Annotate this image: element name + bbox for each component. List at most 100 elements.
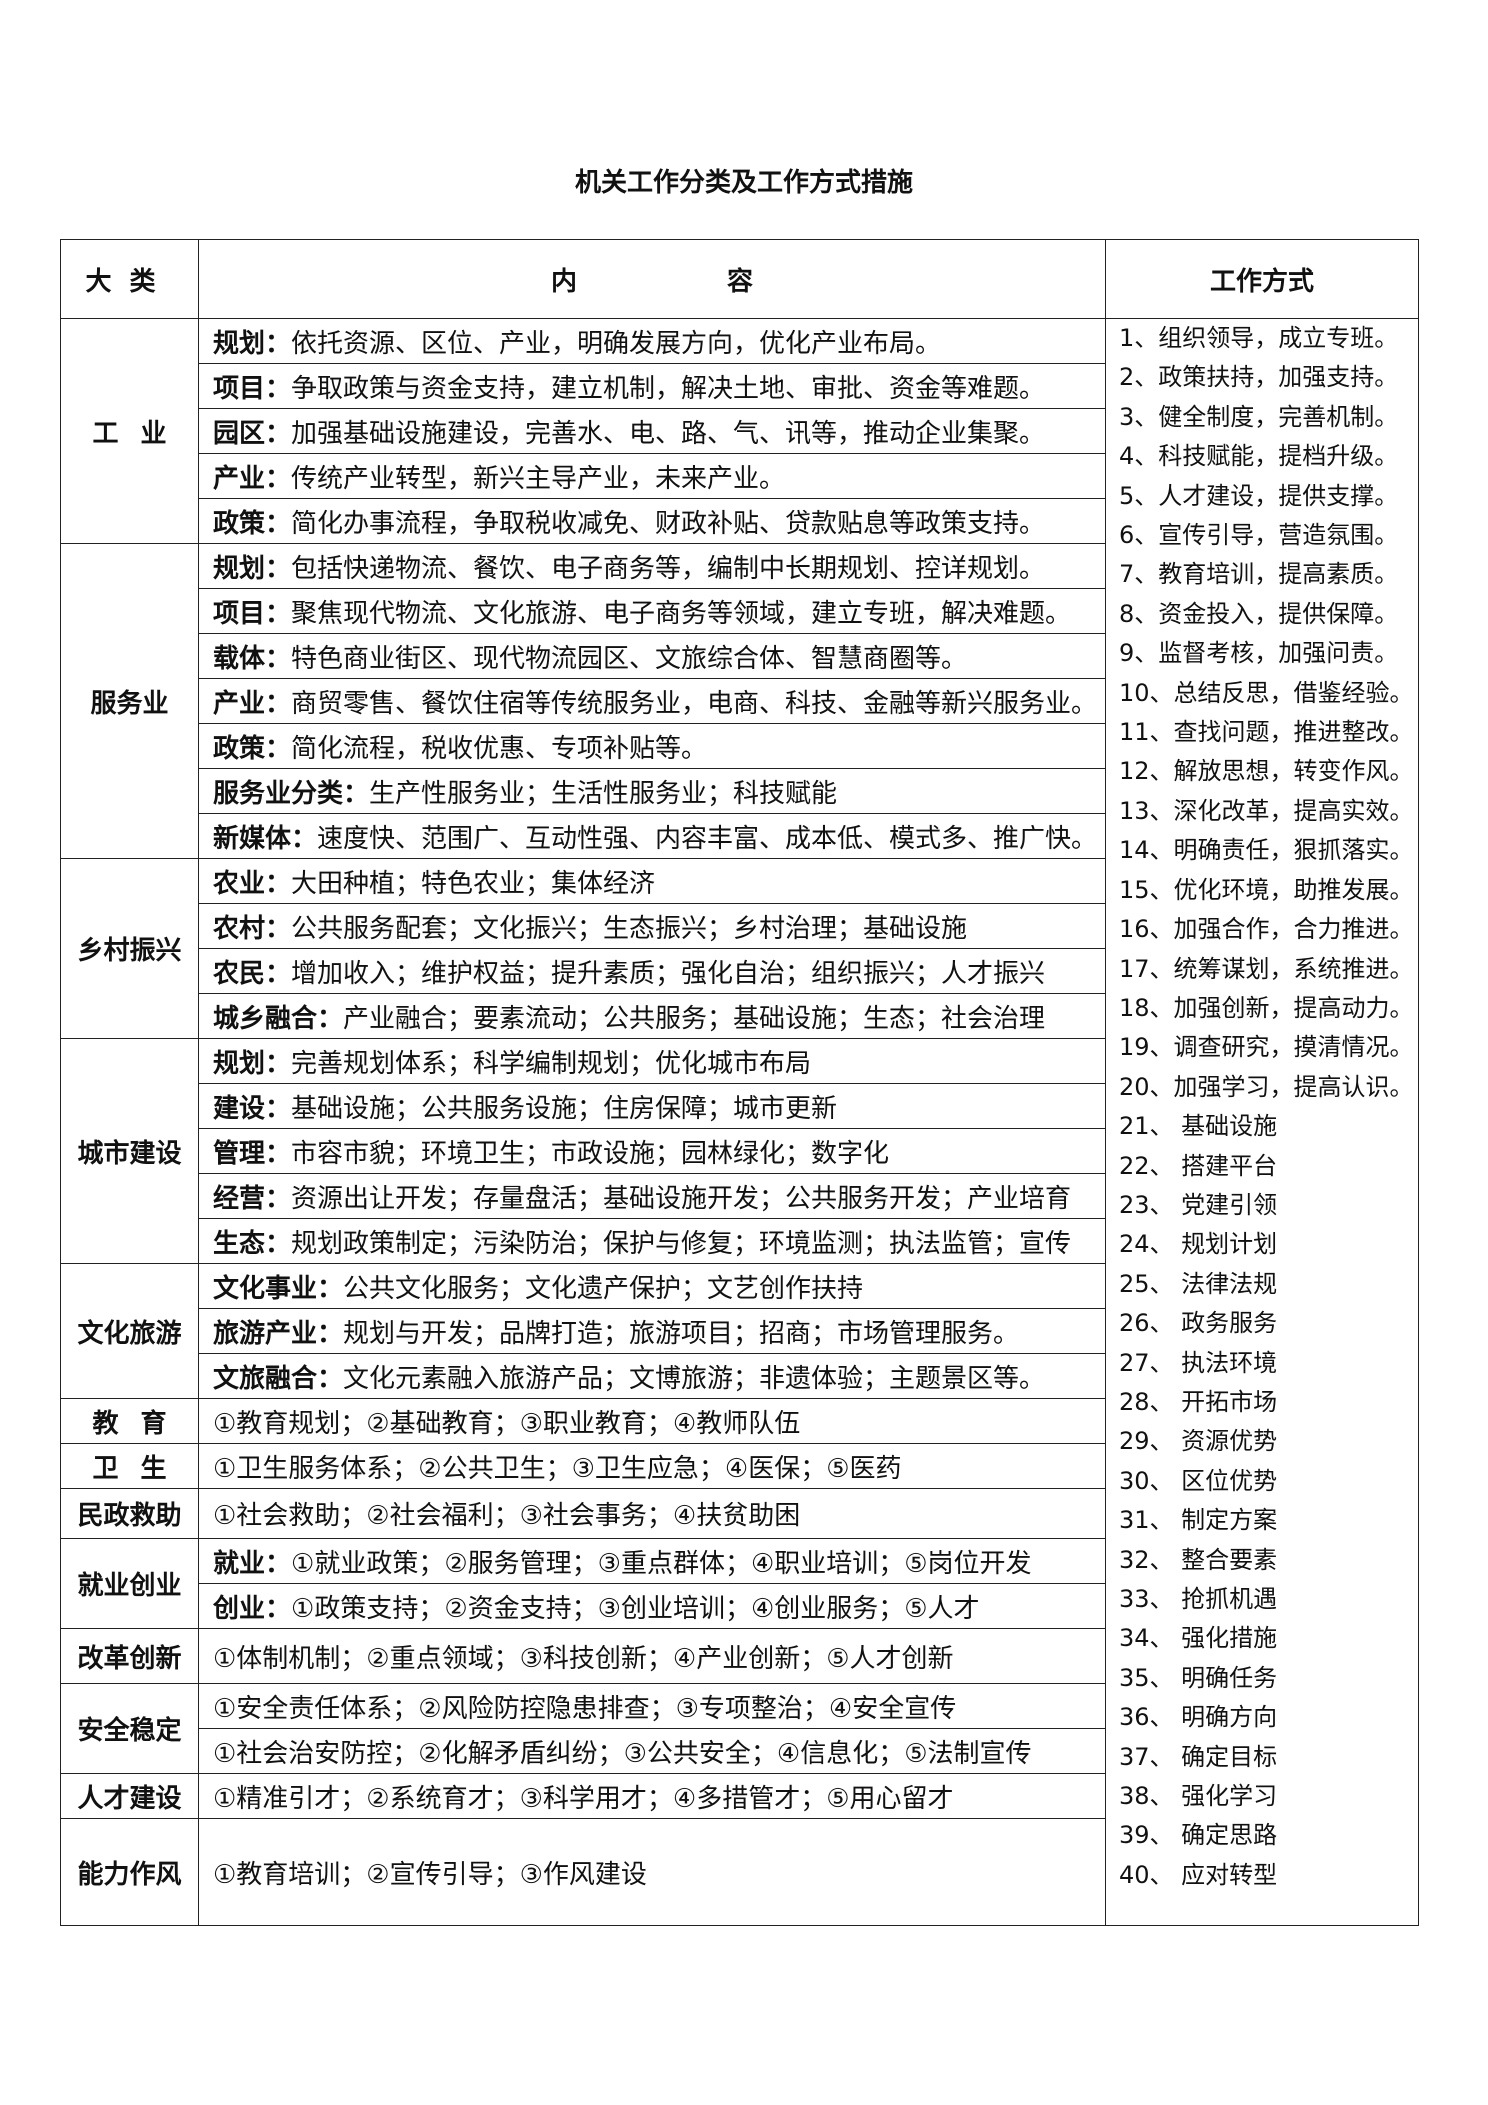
category-cell: 就业创业 xyxy=(60,1538,199,1629)
content-cell: 规划：依托资源、区位、产业，明确发展方向，优化产业布局。 xyxy=(198,318,1106,364)
method-item: 25、 法律法规 xyxy=(1119,1269,1278,1298)
method-item: 33、 抢抓机遇 xyxy=(1119,1585,1278,1613)
content-text: 简化流程，税收优惠、专项补贴等。 xyxy=(291,733,708,764)
content-label: 产业： xyxy=(213,688,292,719)
content-label: 文旅融合： xyxy=(213,1363,344,1394)
content-label: 经营： xyxy=(213,1183,292,1214)
content-cell: 项目：聚焦现代物流、文化旅游、电子商务等领域，建立专班，解决难题。 xyxy=(198,588,1106,634)
content-label: 农业： xyxy=(213,868,292,899)
category-cell: 城市建设 xyxy=(60,1038,199,1264)
method-item: 26、 政务服务 xyxy=(1119,1309,1278,1338)
methods-cell: 1、组织领导，成立专班。 2、政策扶持，加强支持。 3、健全制度，完善机制。 4、科技… xyxy=(1105,318,1419,1926)
content-cell: 项目：争取政策与资金支持，建立机制，解决土地、审批、资金等难题。 xyxy=(198,363,1106,409)
method-item: 30、 区位优势 xyxy=(1119,1466,1278,1495)
content-text: 加强基础设施建设，完善水、电、路、气、讯等，推动企业集聚。 xyxy=(291,418,1046,449)
content-cell: 农业：大田种植；特色农业；集体经济 xyxy=(198,858,1106,904)
category-cell: 人才建设 xyxy=(60,1773,199,1819)
content-text: 聚焦现代物流、文化旅游、电子商务等领域，建立专班，解决难题。 xyxy=(291,598,1072,629)
method-item: 35、 明确任务 xyxy=(1119,1663,1278,1692)
table-row: 就业创业 就业：①就业政策；②服务管理；③重点群体；④职业培训；⑤岗位开发 xyxy=(60,1538,1419,1629)
method-item: 18、加强创新，提高动力。 xyxy=(1119,993,1414,1022)
table-row: 文化旅游 文化事业：公共文化服务；文化遗产保护；文艺创作扶持 xyxy=(60,1263,1419,1399)
content-label: 项目： xyxy=(213,598,292,629)
method-item: 22、 搭建平台 xyxy=(1119,1151,1278,1180)
method-item: 6、宣传引导，营造氛围。 xyxy=(1119,521,1399,550)
category-cell: 卫生 xyxy=(60,1443,199,1489)
method-item: 38、 强化学习 xyxy=(1119,1782,1278,1811)
table-row: 产业：商贸零售、餐饮住宿等传统服务业，电商、科技、金融等新兴服务业。 xyxy=(61,678,1419,724)
content-text: 基础设施；公共服务设施；住房保障；城市更新 xyxy=(291,1093,838,1124)
content-cell: 产业：传统产业转型，新兴主导产业，未来产业。 xyxy=(198,453,1106,499)
table-row: ①社会治安防控；②化解矛盾纠纷；③公共安全；④信息化；⑤法制宣传 xyxy=(61,1728,1419,1774)
content-text: ①社会治安防控；②化解矛盾纠纷；③公共安全；④信息化；⑤法制宣传 xyxy=(213,1738,1032,1769)
content-cell: 规划：包括快递物流、餐饮、电子商务等，编制中长期规划、控详规划。 xyxy=(198,543,1106,589)
category-cell: 文化旅游 xyxy=(60,1263,199,1399)
content-cell: 政策：简化流程，税收优惠、专项补贴等。 xyxy=(198,723,1106,769)
method-item: 8、资金投入，提供保障。 xyxy=(1119,599,1399,628)
content-cell: 新媒体：速度快、范围广、互动性强、内容丰富、成本低、模式多、推广快。 xyxy=(198,813,1106,859)
method-item: 32、 整合要素 xyxy=(1119,1545,1278,1574)
content-label: 政策： xyxy=(213,508,292,539)
method-item: 13、深化改革，提高实效。 xyxy=(1119,796,1414,825)
category-cell: 能力作风 xyxy=(60,1818,199,1926)
content-text: 完善规划体系；科学编制规划；优化城市布局 xyxy=(291,1048,812,1079)
method-item: 12、解放思想，转变作风。 xyxy=(1119,757,1414,786)
content-cell: 文旅融合：文化元素融入旅游产品；文博旅游；非遗体验；主题景区等。 xyxy=(198,1353,1106,1399)
method-item: 16、加强合作，合力推进。 xyxy=(1119,915,1414,944)
method-item: 9、监督考核，加强问责。 xyxy=(1119,639,1399,668)
method-item: 7、教育培训，提高素质。 xyxy=(1119,560,1399,589)
content-cell: ①社会治安防控；②化解矛盾纠纷；③公共安全；④信息化；⑤法制宣传 xyxy=(198,1728,1106,1774)
content-cell: 政策：简化办事流程，争取税收减免、财政补贴、贷款贴息等政策支持。 xyxy=(198,498,1106,544)
table-row: 产业：传统产业转型，新兴主导产业，未来产业。 xyxy=(61,453,1419,499)
content-text: 增加收入；维护权益；提升素质；强化自治；组织振兴；人才振兴 xyxy=(291,958,1046,989)
content-label: 政策： xyxy=(213,733,292,764)
content-text: 包括快递物流、餐饮、电子商务等，编制中长期规划、控详规划。 xyxy=(291,553,1046,584)
content-text: 速度快、范围广、互动性强、内容丰富、成本低、模式多、推广快。 xyxy=(317,823,1098,854)
method-item: 29、 资源优势 xyxy=(1119,1427,1278,1456)
method-item: 19、调查研究，摸清情况。 xyxy=(1119,1033,1414,1062)
method-item: 2、政策扶持，加强支持。 xyxy=(1119,363,1399,392)
table-row: 城乡融合：产业融合；要素流动；公共服务；基础设施；生态；社会治理 xyxy=(61,993,1419,1039)
table-row: 农村：公共服务配套；文化振兴；生态振兴；乡村治理；基础设施 xyxy=(61,903,1419,949)
work-classification-table: 大类 内容 工作方式 工业 规划：依托资源、区位、产业，明确发展方向，优化产业布局… xyxy=(60,239,1419,1926)
content-cell: 规划：完善规划体系；科学编制规划；优化城市布局 xyxy=(198,1038,1106,1084)
category-cell: 教育 xyxy=(60,1398,199,1444)
content-text: 简化办事流程，争取税收减免、财政补贴、贷款贴息等政策支持。 xyxy=(291,508,1046,539)
content-cell: ①安全责任体系；②风险防控隐患排查；③专项整治；④安全宣传 xyxy=(198,1683,1106,1729)
content-text: 公共服务配套；文化振兴；生态振兴；乡村治理；基础设施 xyxy=(291,913,968,944)
content-text: ①精准引才；②系统育才；③科学用才；④多措管才；⑤用心留才 xyxy=(213,1783,954,1814)
category-cell: 安全稳定 xyxy=(60,1683,199,1774)
method-item: 28、 开拓市场 xyxy=(1119,1387,1278,1416)
table-row: 改革创新 ①体制机制；②重点领域；③科技创新；④产业创新；⑤人才创新 xyxy=(60,1628,1419,1684)
content-text: 规划与开发；品牌打造；旅游项目；招商；市场管理服务。 xyxy=(343,1318,1020,1349)
content-label: 规划： xyxy=(213,328,292,359)
table-row: 能力作风 ①教育培训；②宣传引导；③作风建设 xyxy=(60,1818,1419,1926)
content-text: 产业融合；要素流动；公共服务；基础设施；生态；社会治理 xyxy=(343,1003,1046,1034)
content-label: 旅游产业： xyxy=(213,1318,344,1349)
header-content: 内容 xyxy=(198,239,1106,319)
method-item: 5、人才建设，提供支撑。 xyxy=(1119,481,1399,510)
content-text: 争取政策与资金支持，建立机制，解决土地、审批、资金等难题。 xyxy=(291,373,1046,404)
content-label: 创业： xyxy=(213,1593,292,1624)
content-text: 市容市貌；环境卫生；市政设施；园林绿化；数字化 xyxy=(291,1138,890,1169)
content-cell: 旅游产业：规划与开发；品牌打造；旅游项目；招商；市场管理服务。 xyxy=(198,1308,1106,1354)
method-item: 36、 明确方向 xyxy=(1119,1703,1278,1732)
category-cell: 乡村振兴 xyxy=(60,858,199,1039)
content-text: ①政策支持；②资金支持；③创业培训；④创业服务；⑤人才 xyxy=(291,1593,980,1624)
method-item: 10、总结反思，借鉴经验。 xyxy=(1119,678,1414,707)
content-cell: 农民：增加收入；维护权益；提升素质；强化自治；组织振兴；人才振兴 xyxy=(198,948,1106,994)
method-item: 3、健全制度，完善机制。 xyxy=(1119,402,1399,431)
content-label: 农民： xyxy=(213,958,292,989)
method-item: 17、统筹谋划，系统推进。 xyxy=(1119,954,1414,983)
content-cell: ①体制机制；②重点领域；③科技创新；④产业创新；⑤人才创新 xyxy=(198,1628,1106,1684)
category-cell: 民政救助 xyxy=(60,1488,199,1539)
content-text: ①安全责任体系；②风险防控隐患排查；③专项整治；④安全宣传 xyxy=(213,1693,957,1724)
method-item: 27、 执法环境 xyxy=(1119,1348,1278,1377)
table-row: 教育 ①教育规划；②基础教育；③职业教育；④教师队伍 xyxy=(60,1398,1419,1444)
header-category: 大类 xyxy=(60,239,199,319)
content-cell: ①社会救助；②社会福利；③社会事务；④扶贫助困 xyxy=(198,1488,1106,1539)
content-cell: 服务业分类：生产性服务业；生活性服务业；科技赋能 xyxy=(198,768,1106,814)
method-item: 39、 确定思路 xyxy=(1119,1821,1278,1850)
content-text: 特色商业街区、现代物流园区、文旅综合体、智慧商圈等。 xyxy=(291,643,968,674)
table-row: 项目：争取政策与资金支持，建立机制，解决土地、审批、资金等难题。 xyxy=(61,363,1419,409)
